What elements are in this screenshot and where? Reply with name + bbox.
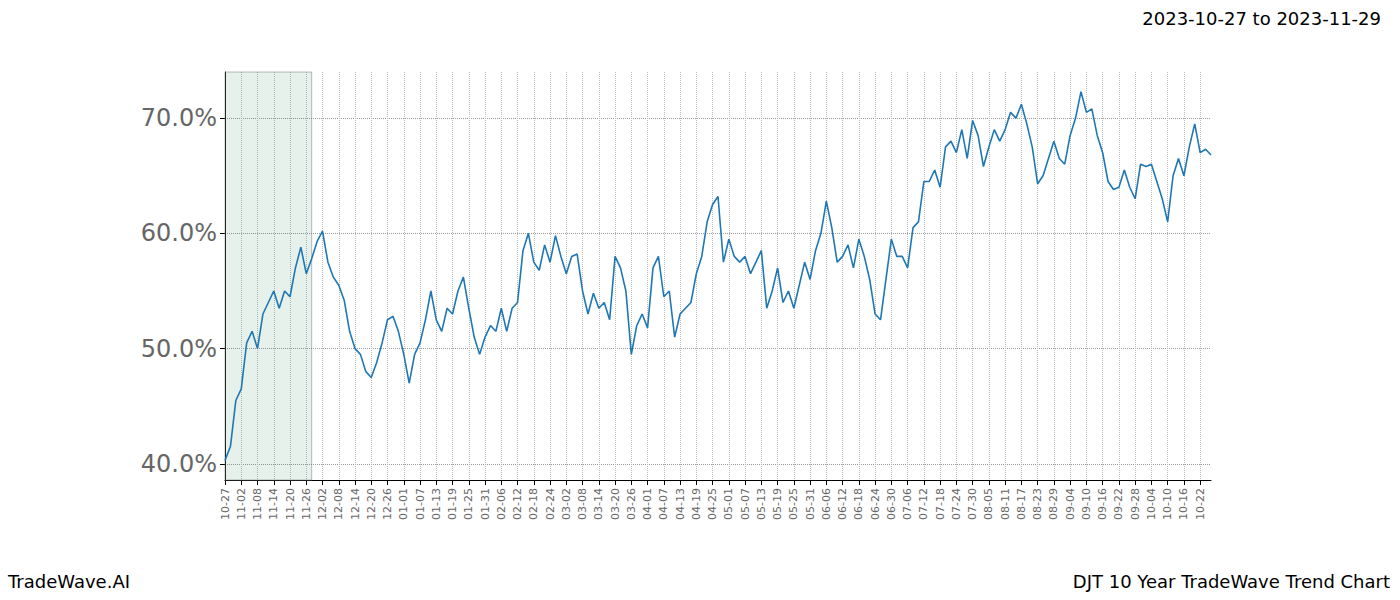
svg-text:DJT 10 Year TradeWave Trend Ch: DJT 10 Year TradeWave Trend Chart [1073,571,1390,592]
svg-text:03-14: 03-14 [592,488,605,520]
svg-text:08-29: 08-29 [1047,488,1060,520]
svg-text:09-04: 09-04 [1064,488,1077,520]
svg-text:05-25: 05-25 [787,488,800,520]
svg-text:11-14: 11-14 [267,488,280,520]
svg-text:60.0%: 60.0% [141,219,217,247]
svg-text:08-23: 08-23 [1031,488,1044,520]
svg-text:09-10: 09-10 [1080,488,1093,520]
svg-text:12-26: 12-26 [381,488,394,520]
svg-text:06-24: 06-24 [869,488,882,520]
svg-text:08-17: 08-17 [1015,488,1028,520]
svg-text:40.0%: 40.0% [141,450,217,478]
svg-text:01-31: 01-31 [479,488,492,520]
svg-text:05-07: 05-07 [739,488,752,520]
svg-text:04-19: 04-19 [690,488,703,520]
svg-text:04-13: 04-13 [674,488,687,520]
svg-text:03-26: 03-26 [625,488,638,520]
svg-text:10-10: 10-10 [1161,488,1174,520]
svg-text:03-20: 03-20 [609,488,622,520]
svg-text:08-05: 08-05 [982,488,995,520]
svg-text:2023-10-27 to 2023-11-29: 2023-10-27 to 2023-11-29 [1142,8,1381,29]
svg-text:10-22: 10-22 [1194,488,1207,520]
svg-text:06-30: 06-30 [885,488,898,520]
svg-text:02-24: 02-24 [544,488,557,520]
svg-text:02-18: 02-18 [527,488,540,520]
svg-text:06-18: 06-18 [852,488,865,520]
svg-text:11-08: 11-08 [251,488,264,520]
svg-text:10-27: 10-27 [219,488,232,520]
svg-text:10-04: 10-04 [1145,488,1158,520]
svg-text:09-22: 09-22 [1112,488,1125,520]
svg-text:04-07: 04-07 [657,488,670,520]
svg-text:03-08: 03-08 [576,488,589,520]
svg-text:11-20: 11-20 [284,488,297,520]
svg-text:11-26: 11-26 [300,488,313,520]
svg-text:09-16: 09-16 [1096,488,1109,520]
svg-text:12-14: 12-14 [349,488,362,520]
svg-text:02-06: 02-06 [495,488,508,520]
svg-text:02-12: 02-12 [511,488,524,520]
svg-text:11-02: 11-02 [235,488,248,520]
svg-text:01-13: 01-13 [430,488,443,520]
svg-text:07-24: 07-24 [950,488,963,520]
svg-text:07-18: 07-18 [934,488,947,520]
svg-text:06-12: 06-12 [836,488,849,520]
svg-text:05-19: 05-19 [771,488,784,520]
svg-text:07-06: 07-06 [901,488,914,520]
svg-text:04-25: 04-25 [706,488,719,520]
svg-text:01-01: 01-01 [397,488,410,520]
svg-text:05-13: 05-13 [755,488,768,520]
svg-text:05-01: 05-01 [722,488,735,520]
svg-text:09-28: 09-28 [1129,488,1142,520]
svg-text:03-02: 03-02 [560,488,573,520]
svg-text:TradeWave.AI: TradeWave.AI [7,571,130,592]
svg-text:01-25: 01-25 [462,488,475,520]
svg-text:08-11: 08-11 [999,488,1012,520]
svg-text:01-07: 01-07 [414,488,427,520]
svg-text:12-20: 12-20 [365,488,378,520]
svg-text:06-06: 06-06 [820,488,833,520]
svg-text:07-12: 07-12 [917,488,930,520]
svg-text:04-01: 04-01 [641,488,654,520]
svg-text:01-19: 01-19 [446,488,459,520]
svg-text:12-08: 12-08 [332,488,345,520]
svg-text:70.0%: 70.0% [141,104,217,132]
svg-text:50.0%: 50.0% [141,335,217,363]
svg-text:07-30: 07-30 [966,488,979,520]
svg-text:10-16: 10-16 [1177,488,1190,520]
svg-text:12-02: 12-02 [316,488,329,520]
svg-text:05-31: 05-31 [804,488,817,520]
